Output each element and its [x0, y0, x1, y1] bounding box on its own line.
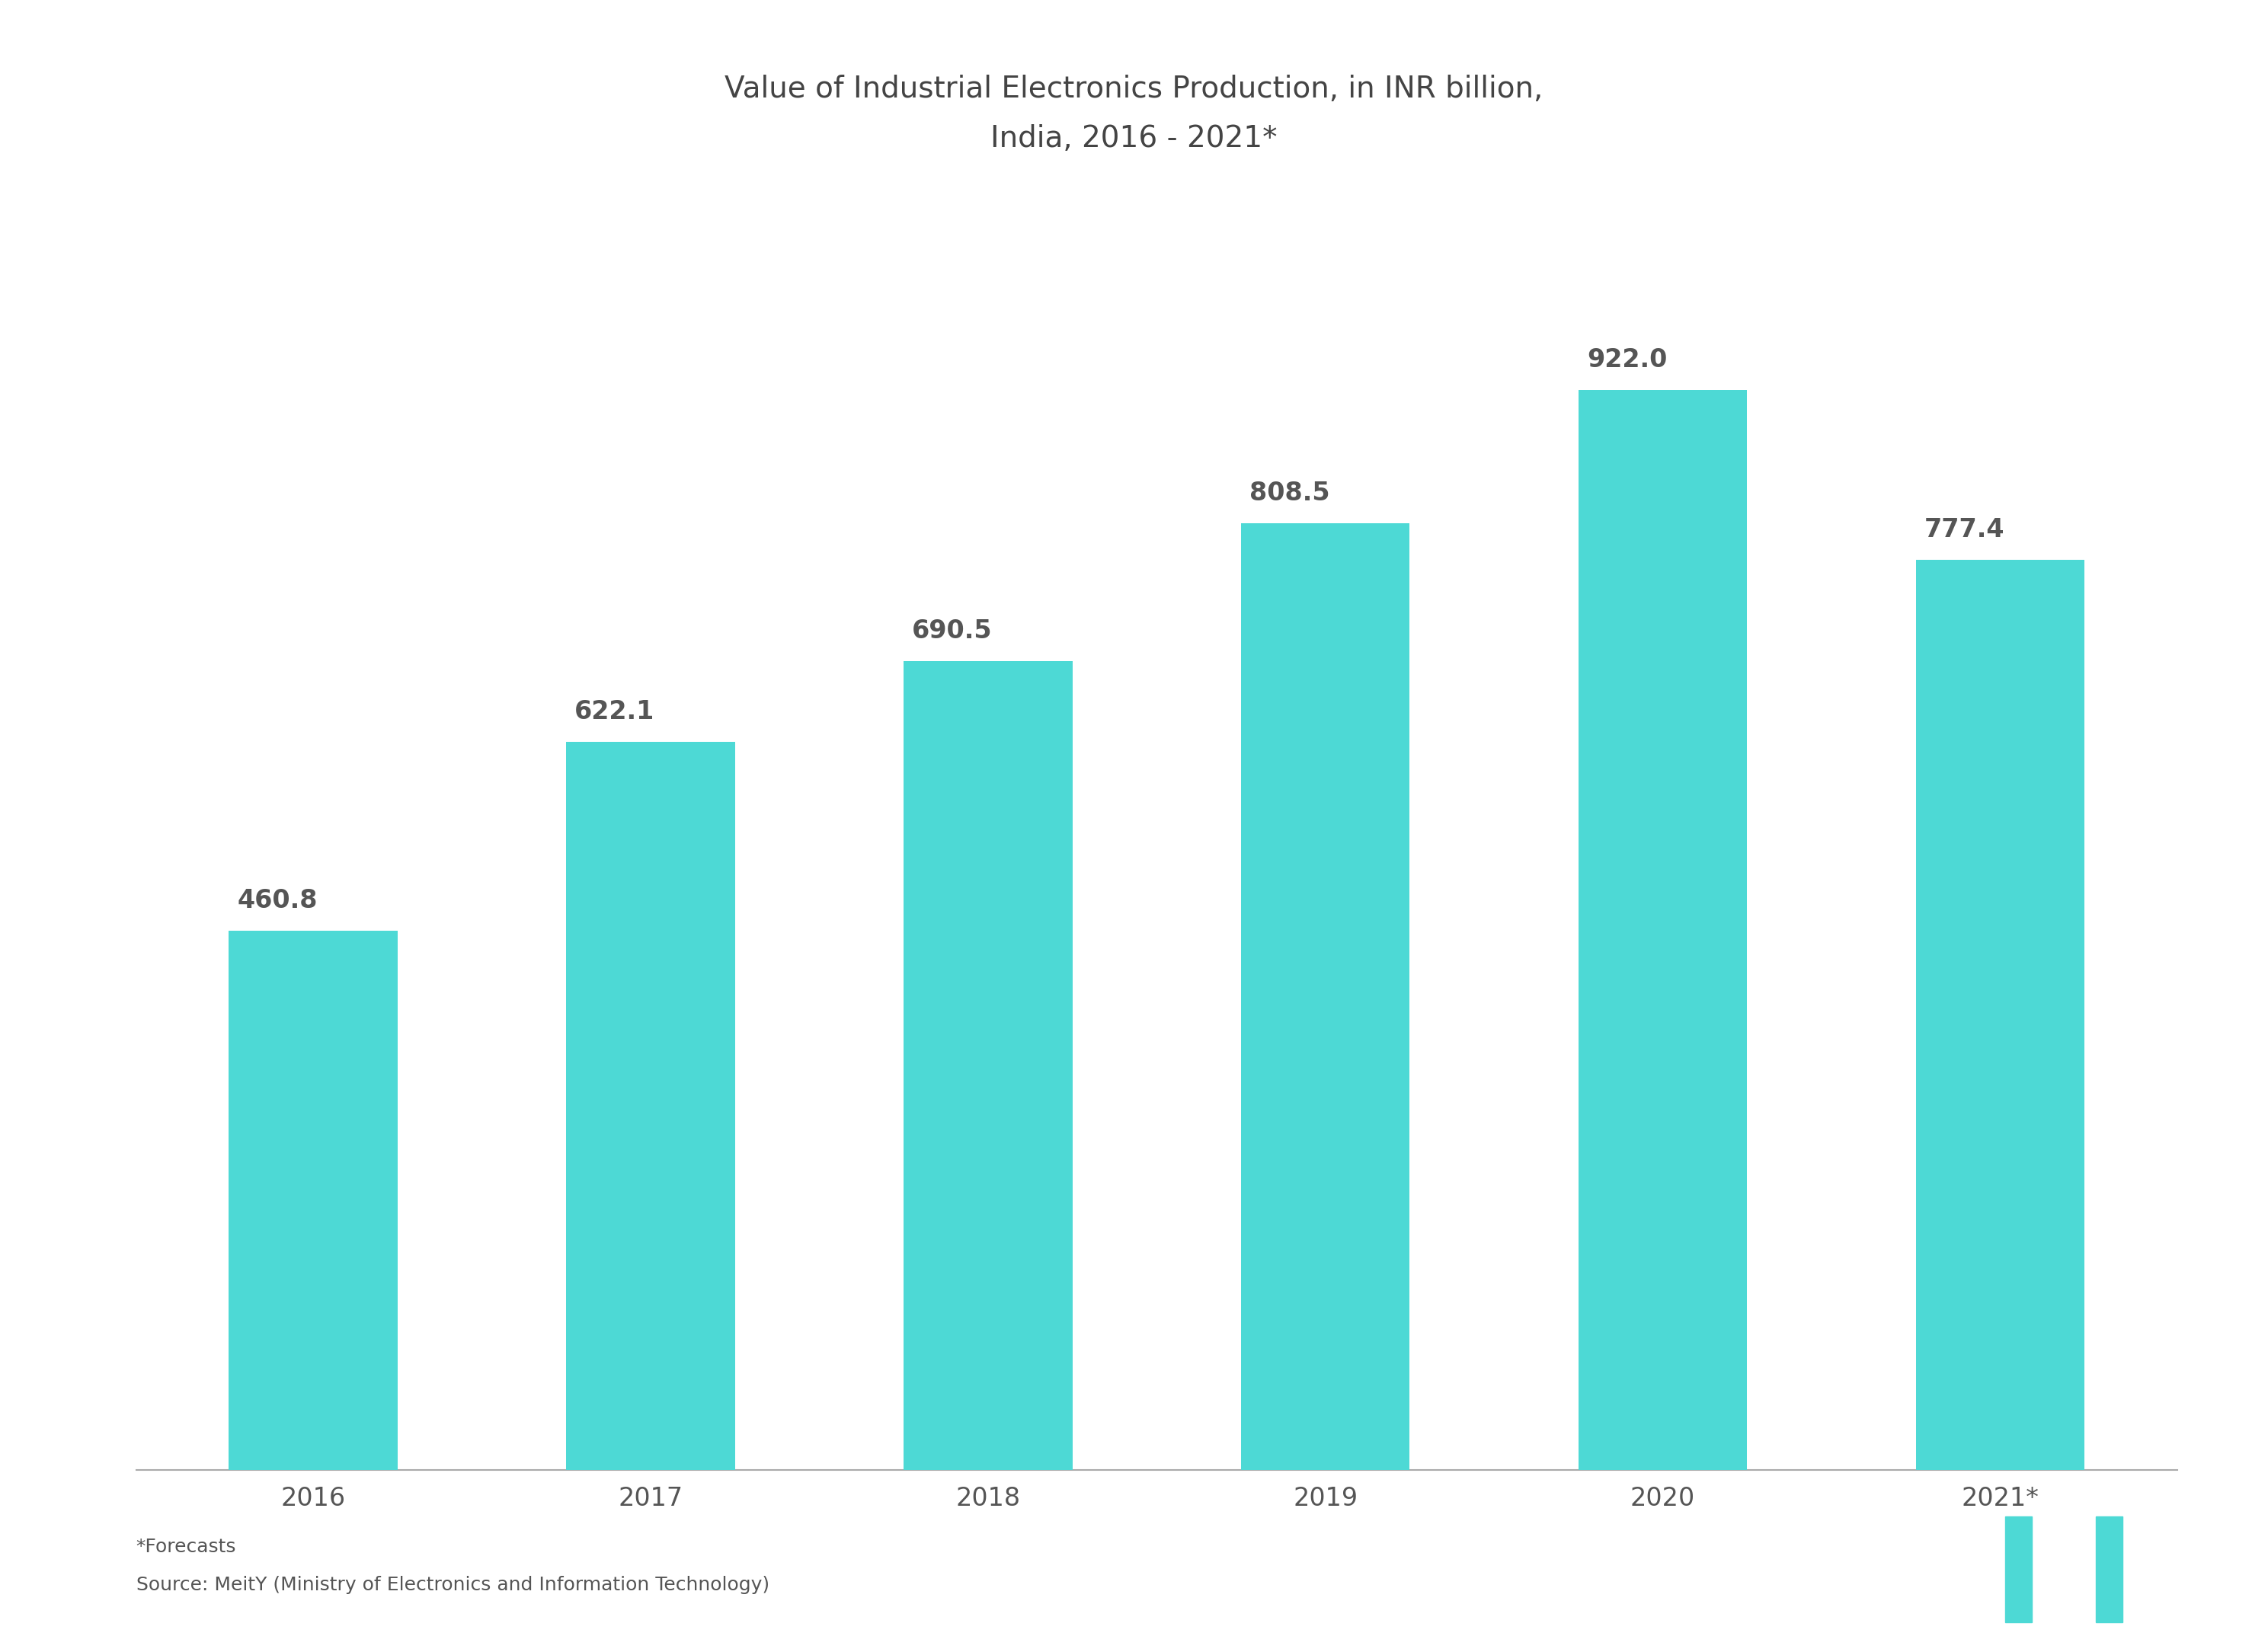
Text: *Forecasts: *Forecasts	[136, 1538, 236, 1556]
Text: Source: MeitY (Ministry of Electronics and Information Technology): Source: MeitY (Ministry of Electronics a…	[136, 1576, 769, 1594]
Text: 690.5: 690.5	[912, 620, 993, 644]
Text: 777.4: 777.4	[1923, 517, 2005, 542]
Bar	[2005, 1517, 2032, 1622]
Bar	[1241, 524, 1411, 1470]
Text: Value of Industrial Electronics Production, in INR billion,: Value of Industrial Electronics Producti…	[726, 74, 1542, 104]
Text: 808.5: 808.5	[1250, 481, 1329, 506]
Bar	[903, 661, 1073, 1470]
Bar	[1579, 390, 1746, 1470]
Bar	[567, 742, 735, 1470]
Bar	[2096, 1517, 2123, 1622]
Text: 622.1: 622.1	[574, 699, 655, 724]
Text: India, 2016 - 2021*: India, 2016 - 2021*	[991, 124, 1277, 154]
Text: 460.8: 460.8	[238, 887, 318, 914]
Bar	[229, 930, 397, 1470]
Bar	[1916, 560, 2084, 1470]
Text: 922.0: 922.0	[1588, 347, 1667, 373]
